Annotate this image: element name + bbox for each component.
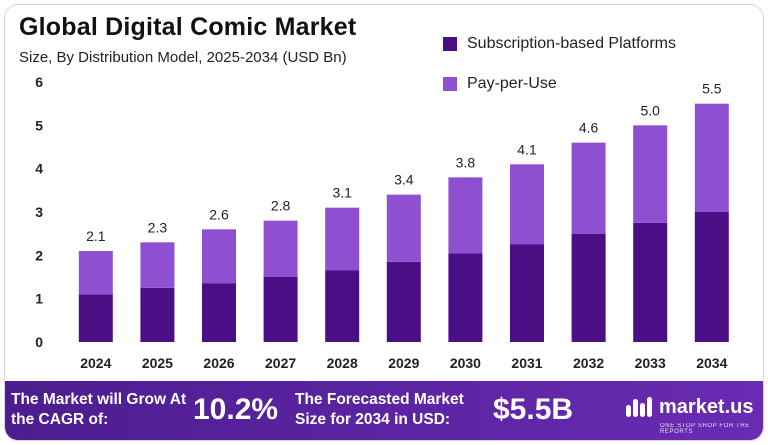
bar-total-label: 3.1: [332, 185, 352, 201]
bar-total-label: 3.8: [456, 154, 476, 170]
bar-segment-pay-per-use: [386, 194, 421, 262]
chart-subtitle: Size, By Distribution Model, 2025-2034 (…: [19, 49, 347, 66]
legend-label-pay-per-use: Pay-per-Use: [467, 75, 557, 92]
bar-segment-subscription: [633, 222, 668, 342]
bar-segment-subscription: [263, 277, 298, 342]
legend-item-subscription: Subscription-based Platforms: [443, 33, 676, 55]
y-tick-label: 2: [35, 247, 43, 263]
x-tick-label: 2028: [327, 355, 358, 371]
bar-total-label: 2.6: [209, 206, 229, 222]
stacked-bar-chart: 0 1 2 3 4 5 6 2.1 2024 2.3 2025 2.6 2026 2.8 2027 3.1 20…: [35, 74, 729, 371]
bar-total-label: 2.3: [148, 219, 168, 235]
bar-segment-subscription: [571, 233, 606, 342]
y-tick-label: 5: [35, 117, 43, 133]
x-tick-label: 2030: [450, 355, 481, 371]
bar-segment-subscription: [325, 270, 360, 342]
brand-logo[interactable]: market.us: [625, 395, 754, 419]
chart-title: Global Digital Comic Market: [19, 13, 357, 41]
bar-segment-pay-per-use: [448, 177, 483, 254]
x-tick-label: 2033: [635, 355, 666, 371]
chart-legend: Subscription-based Platforms Pay-per-Use: [443, 33, 676, 113]
bar-segment-subscription: [448, 253, 483, 342]
bar-total-label: 2.1: [86, 228, 106, 244]
y-tick-label: 3: [35, 204, 43, 220]
y-tick-label: 4: [35, 161, 43, 177]
bar-segment-subscription: [510, 244, 544, 342]
x-tick-label: 2027: [265, 355, 296, 371]
legend-item-pay-per-use: Pay-per-Use: [443, 73, 676, 95]
x-tick-label: 2034: [696, 355, 727, 371]
x-tick-label: 2032: [573, 355, 604, 371]
bar-segment-pay-per-use: [571, 142, 606, 234]
bar-total-label: 2.8: [271, 198, 291, 214]
bar-segment-pay-per-use: [202, 229, 236, 284]
bar-total-label: 5.5: [702, 81, 722, 97]
legend-swatch-pay-per-use: [443, 77, 457, 91]
x-tick-label: 2024: [80, 355, 111, 371]
x-tick-label: 2025: [142, 355, 173, 371]
bar-segment-subscription: [202, 283, 236, 342]
brand-tagline: ONE STOP SHOP FOR THE REPORTS: [660, 423, 750, 435]
legend-label-subscription: Subscription-based Platforms: [467, 35, 676, 52]
bar-segment-pay-per-use: [694, 103, 729, 212]
bar-segment-pay-per-use: [510, 164, 544, 245]
bar-segment-subscription: [140, 287, 175, 342]
bar-segment-pay-per-use: [78, 251, 113, 295]
footer-banner: The Market will Grow At the CAGR of: 10.…: [5, 381, 763, 440]
legend-swatch-subscription: [443, 37, 457, 51]
bar-total-label: 3.4: [394, 172, 414, 188]
bar-segment-pay-per-use: [263, 220, 298, 277]
brand-name: market.us: [659, 395, 754, 418]
bar-total-label: 4.1: [517, 141, 537, 157]
x-tick-label: 2029: [388, 355, 419, 371]
cagr-value: 10.2%: [193, 393, 279, 426]
x-tick-label: 2031: [511, 355, 542, 371]
cagr-label: The Market will Grow At the CAGR of:: [11, 391, 187, 428]
bar-segment-pay-per-use: [325, 207, 360, 271]
x-tick-label: 2026: [203, 355, 234, 371]
bar-segment-subscription: [694, 212, 729, 342]
bar-segment-subscription: [78, 294, 113, 342]
y-tick-label: 0: [35, 334, 43, 350]
bar-segment-pay-per-use: [140, 242, 175, 288]
bar-total-label: 5.0: [640, 102, 660, 118]
bar-segment-pay-per-use: [633, 125, 668, 223]
bar-total-label: 4.6: [579, 120, 599, 136]
forecast-size-value: $5.5B: [493, 393, 574, 426]
bar-segment-subscription: [386, 261, 421, 342]
chart-card: Global Digital Comic Market Size, By Dis…: [4, 4, 764, 441]
y-tick-label: 1: [35, 291, 43, 307]
market-us-logo-icon: [626, 397, 652, 417]
y-tick-label: 6: [35, 74, 43, 90]
forecast-size-label: The Forecasted Market Size for 2034 in U…: [295, 391, 464, 428]
